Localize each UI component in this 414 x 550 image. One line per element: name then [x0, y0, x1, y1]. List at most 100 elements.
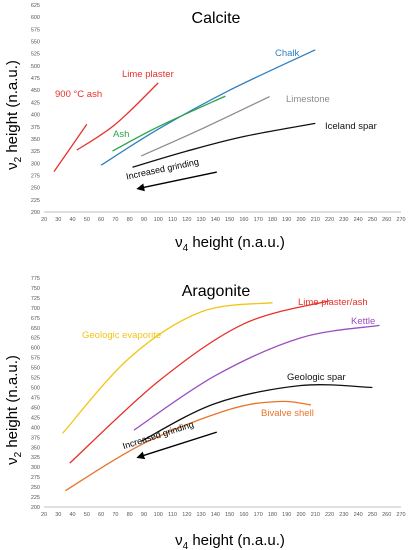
calcite-y-axis-label: ν2 height (n.a.u.) — [4, 60, 24, 170]
y-tick-label: 525 — [31, 376, 40, 382]
x-tick-label: 210 — [311, 217, 320, 223]
y-tick-label: 325 — [31, 149, 40, 155]
x-tick-label: 270 — [396, 217, 405, 223]
series-line — [100, 49, 316, 166]
y-tick-label: 675 — [31, 316, 40, 322]
x-tick-label: 190 — [282, 217, 291, 223]
x-tick-label: 130 — [196, 217, 205, 223]
x-tick-label: 160 — [239, 217, 248, 223]
aragonite-y-axis-label: ν2 height (n.a.u.) — [4, 355, 24, 465]
y-tick-label: 500 — [31, 386, 40, 392]
aragonite-x-axis-label: ν4 height (n.a.u.) — [175, 532, 285, 550]
x-tick-label: 150 — [225, 217, 234, 223]
x-tick-label: 100 — [154, 512, 163, 518]
x-tick-label: 260 — [382, 217, 391, 223]
y-tick-label: 225 — [31, 495, 40, 501]
series-line — [132, 122, 316, 168]
y-tick-label: 550 — [31, 366, 40, 372]
x-tick-label: 20 — [41, 512, 47, 518]
series-label: Geologic evaporite — [82, 330, 161, 341]
x-tick-label: 230 — [339, 217, 348, 223]
y-tick-label: 375 — [31, 125, 40, 131]
series-line — [62, 302, 273, 434]
y-tick-label: 450 — [31, 405, 40, 411]
y-tick-label: 575 — [31, 27, 40, 33]
y-tick-label: 425 — [31, 100, 40, 106]
calcite-x-axis-label: ν4 height (n.a.u.) — [175, 234, 285, 254]
aragonite-x-ticks: 20 30 40 50 60 70 80 90 100 110 120 130 140 150 160 170… — [41, 512, 406, 518]
y-tick-label: 450 — [31, 88, 40, 94]
y-tick-label: 350 — [31, 137, 40, 143]
y-tick-label: 525 — [31, 52, 40, 58]
y-tick-label: 750 — [31, 286, 40, 292]
x-tick-label: 170 — [254, 512, 263, 518]
x-tick-label: 190 — [282, 512, 291, 518]
y-tick-label: 250 — [31, 485, 40, 491]
series-line — [112, 95, 226, 152]
y-tick-label: 600 — [31, 15, 40, 21]
y-tick-label: 650 — [31, 326, 40, 332]
x-tick-label: 30 — [55, 217, 61, 223]
series-line — [140, 96, 270, 157]
x-tick-label: 260 — [382, 512, 391, 518]
grinding-label: Increased grinding — [121, 419, 195, 451]
x-tick-label: 180 — [268, 512, 277, 518]
y-tick-label: 200 — [31, 505, 40, 511]
y-tick-label: 475 — [31, 76, 40, 82]
x-tick-label: 240 — [354, 217, 363, 223]
x-tick-label: 270 — [396, 512, 405, 518]
x-tick-label: 60 — [98, 512, 104, 518]
calcite-annotation: Increased grinding — [125, 157, 217, 192]
calcite-panel: Calcite 20 30 40 50 60 70 80 90 100 110 120 130 140 1… — [4, 3, 406, 254]
y-tick-label: 325 — [31, 455, 40, 461]
x-tick-label: 50 — [84, 512, 90, 518]
series-label: Ash — [113, 129, 129, 140]
calcite-y-ticks: 200 225 250 275 300 325 350 375 400 425 450 475 500 5… — [31, 3, 40, 216]
y-tick-label: 775 — [31, 276, 40, 282]
y-tick-label: 350 — [31, 445, 40, 451]
x-tick-label: 240 — [354, 512, 363, 518]
x-tick-label: 70 — [112, 512, 118, 518]
x-tick-label: 150 — [225, 512, 234, 518]
x-tick-label: 170 — [254, 217, 263, 223]
grinding-arrow — [136, 431, 218, 460]
x-tick-label: 140 — [211, 512, 220, 518]
series-label: Geologic spar — [287, 372, 346, 383]
y-tick-label: 375 — [31, 435, 40, 441]
x-tick-label: 90 — [141, 217, 147, 223]
aragonite-y-ticks: 200 225 250 275 300 325 350 375 400 425 450 475 500 5… — [31, 276, 40, 511]
y-tick-label: 475 — [31, 395, 40, 401]
series-line — [69, 300, 330, 464]
y-tick-label: 250 — [31, 186, 40, 192]
x-tick-label: 110 — [168, 217, 177, 223]
aragonite-panel: Aragonite 20 30 40 50 60 70 80 90 100 110 120 130 14… — [4, 276, 406, 550]
x-tick-label: 130 — [196, 512, 205, 518]
series-line — [53, 123, 88, 172]
series-label: Limestone — [286, 94, 330, 105]
y-tick-label: 425 — [31, 415, 40, 421]
series-line — [76, 82, 159, 151]
x-tick-label: 180 — [268, 217, 277, 223]
series-label: 900 °C ash — [55, 89, 102, 100]
y-tick-label: 275 — [31, 173, 40, 179]
series-label: Lime plaster — [122, 69, 174, 80]
calcite-series: 900 °C ash Lime plaster Chalk Ash Limestone I… — [53, 48, 377, 172]
y-tick-label: 275 — [31, 475, 40, 481]
x-tick-label: 50 — [84, 217, 90, 223]
series-line — [133, 324, 380, 431]
series-label: Kettle — [351, 316, 375, 327]
x-tick-label: 120 — [182, 217, 191, 223]
x-tick-label: 250 — [368, 512, 377, 518]
y-tick-label: 725 — [31, 296, 40, 302]
x-tick-label: 90 — [141, 512, 147, 518]
series-label: Iceland spar — [325, 121, 377, 132]
series-label: Bivalve shell — [261, 408, 314, 419]
x-tick-label: 220 — [325, 512, 334, 518]
x-tick-label: 200 — [296, 512, 305, 518]
y-tick-label: 550 — [31, 40, 40, 46]
y-tick-label: 300 — [31, 161, 40, 167]
x-tick-label: 140 — [211, 217, 220, 223]
y-tick-label: 625 — [31, 336, 40, 342]
x-tick-label: 80 — [127, 217, 133, 223]
x-tick-label: 100 — [154, 217, 163, 223]
